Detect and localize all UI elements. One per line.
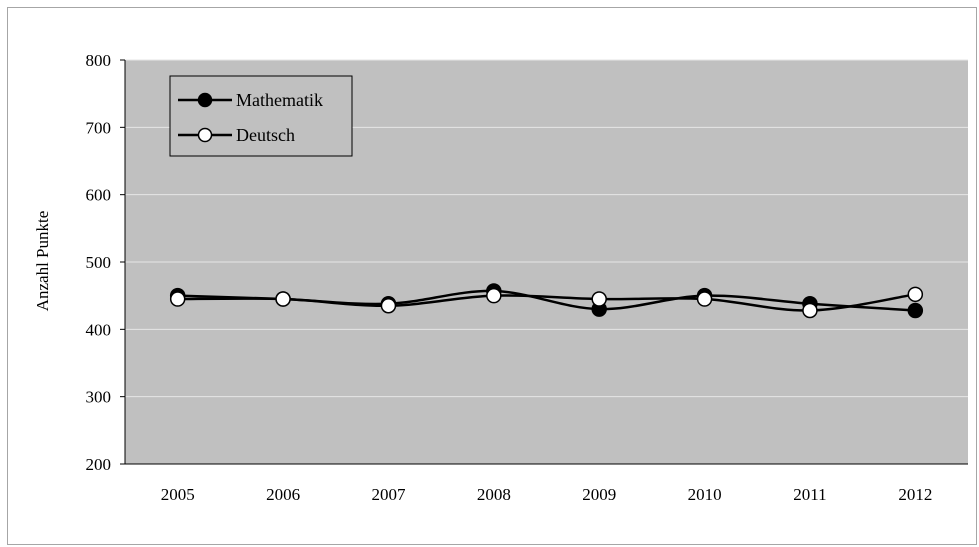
data-point-deutsch [169, 291, 186, 307]
y-tick-label: 600 [86, 186, 112, 205]
y-axis-label: Anzahl Punkte [33, 211, 52, 312]
y-tick-label: 500 [86, 253, 112, 272]
legend-label-mathematik: Mathematik [236, 90, 323, 110]
series-line-deutsch [177, 293, 916, 312]
data-point-deutsch [486, 287, 502, 304]
data-point-deutsch [696, 291, 713, 307]
y-tick-labels: 200 300 400 500 600 700 800 [86, 51, 112, 474]
x-tick-labels: 2005 2006 2007 2008 2009 2010 2011 2012 [161, 485, 933, 504]
x-tick-label: 2010 [688, 485, 722, 504]
legend: Mathematik Deutsch [169, 75, 353, 157]
x-tick-label: 2005 [161, 485, 195, 504]
data-point-deutsch [380, 298, 397, 314]
x-tick-label: 2008 [477, 485, 511, 504]
legend-box [169, 75, 353, 157]
data-point-deutsch [275, 291, 291, 307]
axes [120, 59, 968, 465]
legend-marker-mathematik [197, 92, 213, 108]
data-point-deutsch [907, 286, 924, 303]
data-point-mathematik [907, 302, 924, 319]
legend-label-deutsch: Deutsch [236, 125, 295, 145]
y-tick-label: 700 [86, 118, 112, 137]
legend-marker-deutsch [197, 127, 213, 143]
x-tick-label: 2007 [371, 485, 406, 504]
data-point-deutsch [591, 291, 607, 307]
series-layer [169, 283, 924, 319]
x-tick-label: 2011 [793, 485, 826, 504]
gridlines [125, 59, 968, 398]
y-tick-label: 200 [86, 455, 112, 474]
y-tick-label: 800 [86, 51, 112, 70]
x-tick-label: 2006 [266, 485, 300, 504]
y-tick-label: 300 [86, 388, 112, 407]
x-tick-label: 2012 [898, 485, 932, 504]
data-point-deutsch [802, 302, 818, 319]
x-tick-label: 2009 [582, 485, 616, 504]
y-tick-label: 400 [86, 320, 112, 339]
